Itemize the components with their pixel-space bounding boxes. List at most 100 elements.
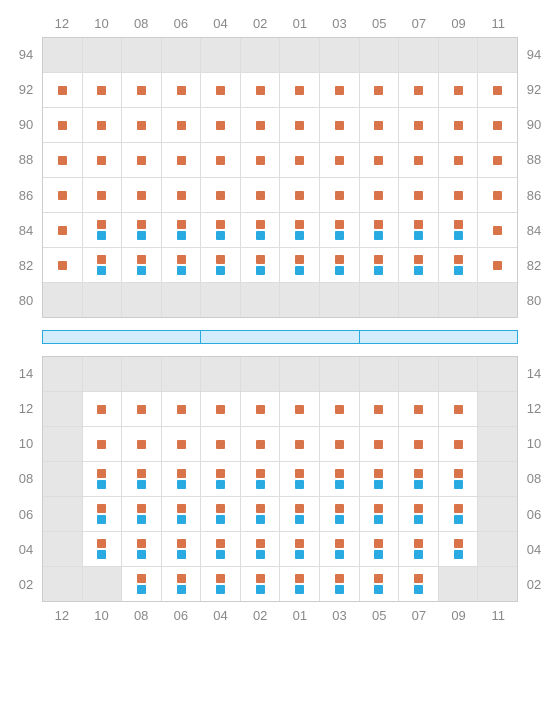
seat-cell[interactable] — [439, 532, 479, 566]
seat-cell[interactable] — [280, 532, 320, 566]
seat-cell[interactable] — [280, 73, 320, 107]
seat-cell[interactable] — [122, 427, 162, 461]
seat-cell[interactable] — [439, 108, 479, 142]
seat-cell[interactable] — [241, 392, 281, 426]
seat-cell[interactable] — [399, 392, 439, 426]
seat-cell[interactable] — [399, 108, 439, 142]
seat-cell[interactable] — [439, 497, 479, 531]
seat-cell[interactable] — [399, 248, 439, 282]
seat-cell[interactable] — [399, 567, 439, 601]
seat-cell[interactable] — [201, 248, 241, 282]
seat-cell[interactable] — [280, 427, 320, 461]
seat-cell[interactable] — [320, 178, 360, 212]
seat-cell[interactable] — [439, 392, 479, 426]
seat-cell[interactable] — [399, 213, 439, 247]
seat-cell[interactable] — [439, 248, 479, 282]
seat-cell[interactable] — [43, 248, 83, 282]
seat-cell[interactable] — [320, 108, 360, 142]
seat-cell[interactable] — [241, 143, 281, 177]
seat-cell[interactable] — [43, 143, 83, 177]
seat-cell[interactable] — [399, 532, 439, 566]
seat-cell[interactable] — [360, 567, 400, 601]
seat-cell[interactable] — [241, 567, 281, 601]
seat-cell[interactable] — [162, 462, 202, 496]
seat-cell[interactable] — [360, 532, 400, 566]
seat-cell[interactable] — [83, 73, 123, 107]
seat-cell[interactable] — [83, 248, 123, 282]
seat-cell[interactable] — [320, 567, 360, 601]
seat-cell[interactable] — [399, 73, 439, 107]
seat-cell[interactable] — [280, 108, 320, 142]
seat-cell[interactable] — [83, 143, 123, 177]
seat-cell[interactable] — [360, 427, 400, 461]
seat-cell[interactable] — [83, 213, 123, 247]
seat-cell[interactable] — [201, 567, 241, 601]
seat-cell[interactable] — [478, 248, 517, 282]
seat-cell[interactable] — [162, 73, 202, 107]
seat-cell[interactable] — [320, 248, 360, 282]
seat-cell[interactable] — [43, 178, 83, 212]
seat-cell[interactable] — [201, 532, 241, 566]
seat-cell[interactable] — [83, 462, 123, 496]
seat-cell[interactable] — [241, 178, 281, 212]
seat-cell[interactable] — [439, 73, 479, 107]
seat-cell[interactable] — [478, 178, 517, 212]
seat-cell[interactable] — [162, 178, 202, 212]
seat-cell[interactable] — [201, 108, 241, 142]
seat-cell[interactable] — [280, 497, 320, 531]
seat-cell[interactable] — [320, 213, 360, 247]
seat-cell[interactable] — [280, 213, 320, 247]
seat-cell[interactable] — [241, 108, 281, 142]
seat-cell[interactable] — [201, 143, 241, 177]
seat-cell[interactable] — [241, 213, 281, 247]
seat-cell[interactable] — [162, 567, 202, 601]
seat-cell[interactable] — [122, 567, 162, 601]
seat-cell[interactable] — [43, 73, 83, 107]
seat-cell[interactable] — [280, 567, 320, 601]
seat-cell[interactable] — [83, 497, 123, 531]
seat-cell[interactable] — [320, 532, 360, 566]
seat-cell[interactable] — [43, 213, 83, 247]
seat-cell[interactable] — [162, 108, 202, 142]
seat-cell[interactable] — [162, 213, 202, 247]
seat-cell[interactable] — [122, 178, 162, 212]
seat-cell[interactable] — [320, 462, 360, 496]
seat-cell[interactable] — [399, 497, 439, 531]
seat-cell[interactable] — [320, 497, 360, 531]
seat-cell[interactable] — [201, 427, 241, 461]
seat-cell[interactable] — [122, 248, 162, 282]
seat-cell[interactable] — [320, 73, 360, 107]
seat-cell[interactable] — [478, 108, 517, 142]
seat-cell[interactable] — [201, 213, 241, 247]
seat-cell[interactable] — [320, 392, 360, 426]
seat-cell[interactable] — [241, 532, 281, 566]
seat-cell[interactable] — [83, 532, 123, 566]
seat-cell[interactable] — [83, 427, 123, 461]
seat-cell[interactable] — [162, 143, 202, 177]
seat-cell[interactable] — [360, 213, 400, 247]
seat-cell[interactable] — [360, 392, 400, 426]
seat-cell[interactable] — [320, 427, 360, 461]
seat-cell[interactable] — [83, 108, 123, 142]
seat-cell[interactable] — [439, 213, 479, 247]
seat-cell[interactable] — [439, 462, 479, 496]
seat-cell[interactable] — [122, 497, 162, 531]
seat-cell[interactable] — [201, 178, 241, 212]
seat-cell[interactable] — [360, 143, 400, 177]
seat-cell[interactable] — [201, 392, 241, 426]
seat-cell[interactable] — [241, 73, 281, 107]
seat-cell[interactable] — [241, 427, 281, 461]
seat-cell[interactable] — [162, 392, 202, 426]
seat-cell[interactable] — [162, 497, 202, 531]
seat-cell[interactable] — [280, 462, 320, 496]
seat-cell[interactable] — [122, 532, 162, 566]
seat-cell[interactable] — [439, 427, 479, 461]
seat-cell[interactable] — [399, 427, 439, 461]
seat-cell[interactable] — [201, 73, 241, 107]
seat-cell[interactable] — [201, 497, 241, 531]
seat-cell[interactable] — [241, 462, 281, 496]
seat-cell[interactable] — [280, 392, 320, 426]
seat-cell[interactable] — [360, 497, 400, 531]
seat-cell[interactable] — [122, 392, 162, 426]
seat-cell[interactable] — [122, 143, 162, 177]
